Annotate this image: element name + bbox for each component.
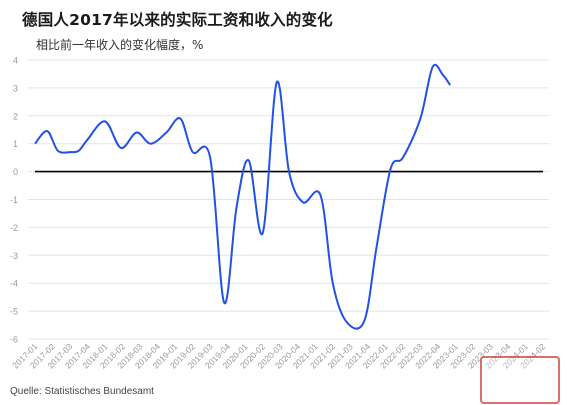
- y-tick-label: 0: [13, 167, 18, 177]
- gridlines: [28, 59, 549, 340]
- y-tick-label: 1: [13, 139, 18, 149]
- y-tick-label: -2: [10, 223, 18, 233]
- y-tick-label: -3: [10, 251, 18, 261]
- y-tick-label: -6: [10, 335, 18, 345]
- source-note: Quelle: Statistisches Bundesamt: [10, 386, 154, 397]
- series-line: [34, 63, 451, 330]
- x-axis-ticks: 2017-012017-022017-032017-042018-012018-…: [10, 341, 547, 370]
- chart-subtitle: 相比前一年收入的变化幅度，%: [36, 38, 204, 52]
- y-tick-label: -1: [10, 195, 18, 205]
- y-tick-label: 2: [13, 111, 18, 121]
- y-tick-label: 4: [13, 56, 18, 66]
- chart-title: 德国人2017年以来的实际工资和收入的变化: [22, 11, 333, 29]
- y-tick-label: -4: [10, 279, 18, 289]
- y-tick-label: -5: [10, 307, 18, 317]
- y-tick-label: 3: [13, 83, 18, 93]
- y-axis-ticks: 4 3 2 1 0 -1 -2 -3 -4 -5 -6: [10, 56, 18, 345]
- watermark-logo: [480, 356, 560, 404]
